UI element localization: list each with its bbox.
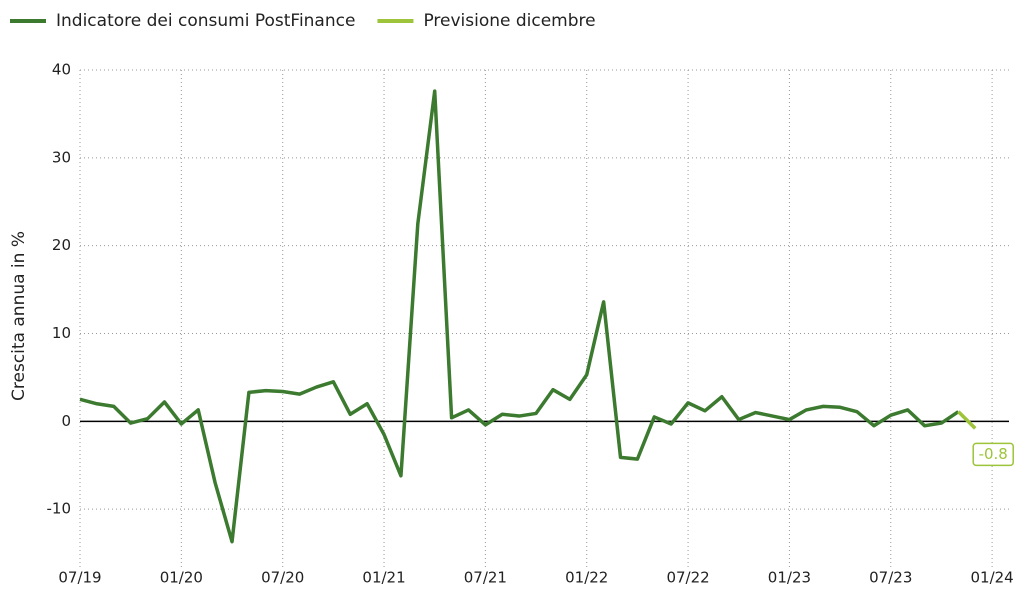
value-label: -0.8 <box>979 445 1008 463</box>
x-tick-label: 07/21 <box>464 569 507 586</box>
x-tick-label: 01/22 <box>565 569 608 586</box>
x-tick-label: 07/23 <box>869 569 912 586</box>
y-axis-label: Crescita annua in % <box>9 231 29 401</box>
value-label-box <box>972 442 1014 467</box>
x-tick-label: 07/19 <box>58 569 101 586</box>
legend-label: Indicatore dei consumi PostFinance <box>56 11 355 31</box>
y-tick-label: 20 <box>52 236 71 254</box>
legend-label: Previsione dicembre <box>423 11 595 31</box>
y-tick-label: 40 <box>52 61 71 79</box>
series-line <box>79 89 960 544</box>
series-line <box>957 410 977 430</box>
y-tick-label: 10 <box>52 324 71 342</box>
y-tick-label: 0 <box>61 412 71 430</box>
y-tick-label: 30 <box>52 148 71 166</box>
x-tick-label: 07/20 <box>261 569 304 586</box>
y-tick-label: -10 <box>47 500 72 518</box>
x-tick-label: 01/21 <box>362 569 405 586</box>
x-tick-label: 07/22 <box>666 569 709 586</box>
x-tick-label: 01/20 <box>160 569 203 586</box>
x-tick-label: 01/24 <box>970 569 1013 586</box>
x-tick-label: 01/23 <box>768 569 811 586</box>
